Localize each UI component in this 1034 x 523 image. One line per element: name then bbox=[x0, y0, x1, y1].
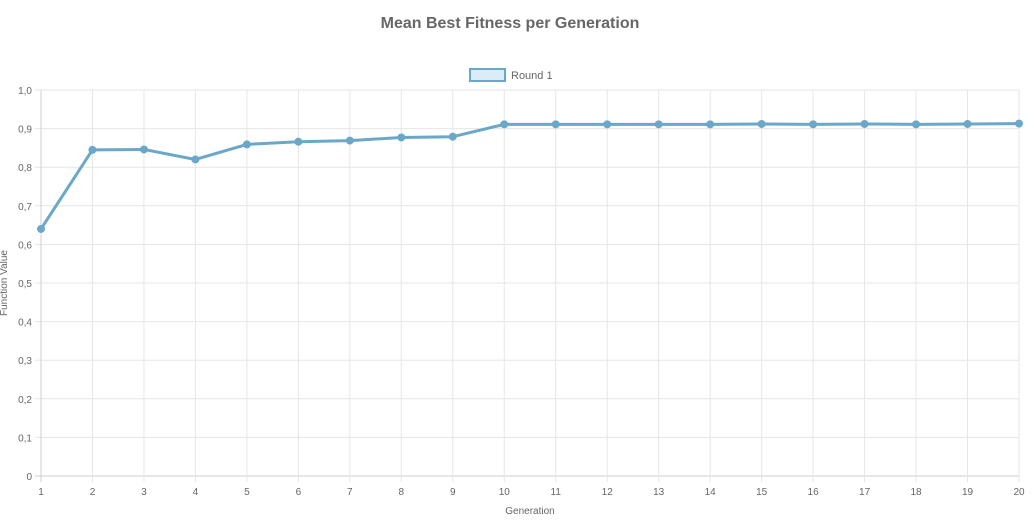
x-tick-label: 12 bbox=[602, 487, 614, 498]
data-point bbox=[191, 155, 200, 164]
chart-title: Mean Best Fitness per Generation bbox=[381, 15, 640, 32]
data-point bbox=[912, 120, 921, 129]
y-tick-label: 0,1 bbox=[18, 433, 32, 444]
y-tick-label: 0,2 bbox=[18, 395, 32, 406]
x-tick-label: 18 bbox=[910, 487, 922, 498]
y-tick-label: 0,6 bbox=[18, 240, 32, 251]
x-tick-label: 19 bbox=[962, 487, 974, 498]
x-tick-label: 14 bbox=[705, 487, 717, 498]
data-point bbox=[242, 140, 251, 149]
legend-label-round-1[interactable]: Round 1 bbox=[511, 70, 553, 82]
y-tick-label: 0 bbox=[26, 472, 32, 483]
x-tick-label: 20 bbox=[1013, 487, 1025, 498]
data-point bbox=[551, 120, 560, 129]
y-tick-label: 1,0 bbox=[18, 86, 32, 97]
series-line-round-1 bbox=[39, 122, 1020, 230]
y-axis-label: Function Value bbox=[0, 250, 10, 316]
data-point bbox=[345, 136, 354, 145]
x-tick-label: 8 bbox=[399, 487, 405, 498]
x-tick-label: 11 bbox=[551, 487, 562, 498]
data-point bbox=[963, 119, 972, 128]
x-tick-label: 4 bbox=[193, 487, 199, 498]
data-point bbox=[500, 120, 509, 129]
data-point bbox=[139, 145, 148, 154]
data-point bbox=[88, 145, 97, 154]
grid bbox=[35, 89, 1020, 482]
legend[interactable]: Round 1 bbox=[469, 68, 553, 82]
data-point bbox=[603, 120, 612, 129]
x-tick-label: 1 bbox=[38, 487, 44, 498]
y-tick-label: 0,9 bbox=[18, 125, 32, 136]
x-tick-label: 2 bbox=[90, 487, 96, 498]
data-point bbox=[860, 119, 869, 128]
data-point bbox=[654, 120, 663, 129]
data-point bbox=[706, 120, 715, 129]
y-tick-label: 0,7 bbox=[18, 202, 32, 213]
x-tick-label: 15 bbox=[756, 487, 768, 498]
x-tick-label: 13 bbox=[653, 487, 665, 498]
x-tick-label: 16 bbox=[808, 487, 820, 498]
data-point bbox=[1015, 119, 1023, 128]
y-tick-label: 0,4 bbox=[18, 318, 32, 329]
x-tick-label: 7 bbox=[347, 487, 353, 498]
data-point bbox=[757, 119, 766, 128]
data-point bbox=[37, 224, 45, 233]
axes: 00,10,20,30,40,50,60,70,80,91,01 2 3 4 5 6 7 8 9… bbox=[18, 86, 1025, 498]
legend-swatch[interactable] bbox=[469, 68, 506, 82]
data-point bbox=[809, 120, 818, 129]
data-point bbox=[448, 132, 457, 141]
x-axis-label: Generation bbox=[505, 506, 554, 517]
data-point bbox=[294, 137, 303, 146]
y-tick-label: 0,5 bbox=[18, 279, 32, 290]
series bbox=[37, 119, 1023, 233]
y-tick-label: 0,8 bbox=[18, 163, 32, 174]
x-tick-label: 10 bbox=[499, 487, 511, 498]
x-tick-label: 17 bbox=[859, 487, 871, 498]
y-tick-label: 0,3 bbox=[18, 356, 32, 367]
x-tick-label: 5 bbox=[244, 487, 250, 498]
x-tick-label: 3 bbox=[141, 487, 147, 498]
data-point bbox=[397, 133, 406, 142]
x-tick-label: 6 bbox=[296, 487, 302, 498]
x-tick-label: 9 bbox=[450, 487, 456, 498]
